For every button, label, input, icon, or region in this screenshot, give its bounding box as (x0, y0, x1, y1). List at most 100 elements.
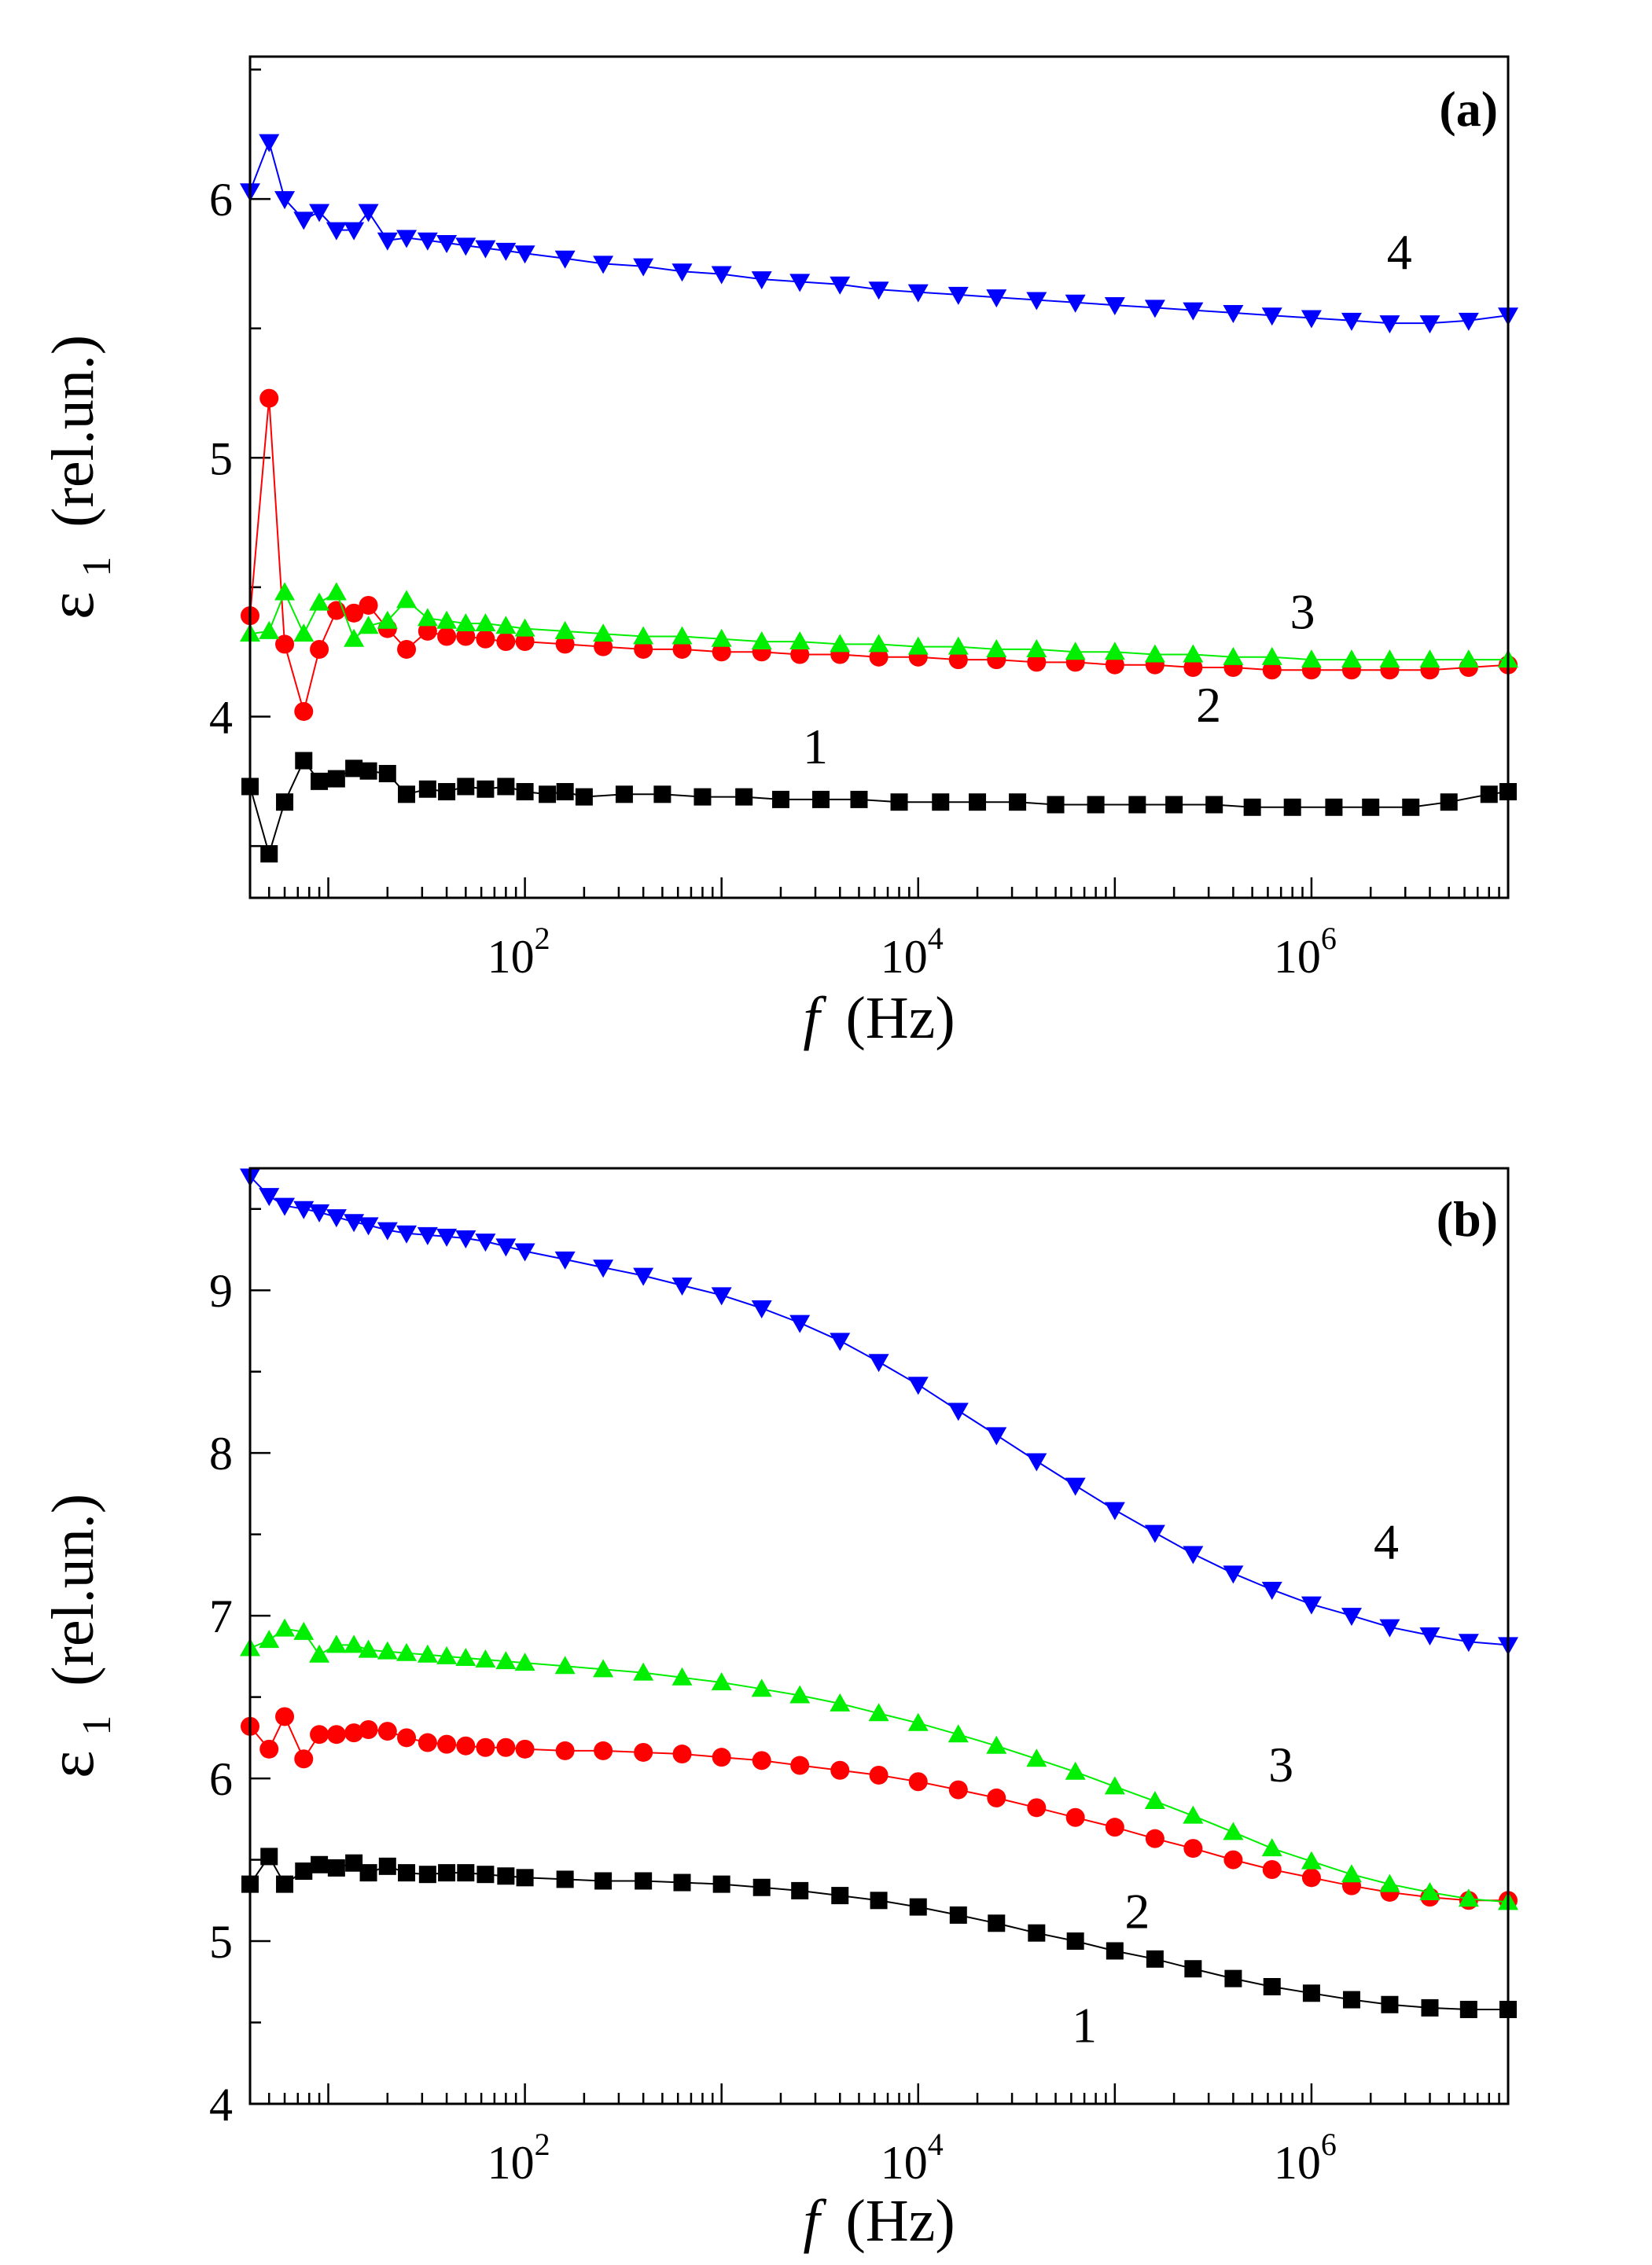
data-point (1106, 1942, 1124, 1960)
y-tick-label: 8 (209, 1428, 233, 1480)
data-point (358, 1217, 379, 1236)
data-point (1458, 649, 1479, 668)
x-tick-label: 102 (488, 921, 550, 983)
data-point (711, 1671, 732, 1690)
data-point (711, 628, 732, 647)
data-point (1104, 1502, 1125, 1520)
x-tick-label-exponent: 4 (928, 921, 944, 956)
data-point (594, 1741, 613, 1760)
data-point (274, 1618, 296, 1637)
data-point (476, 629, 495, 649)
data-point (495, 1651, 517, 1670)
data-point (293, 1201, 315, 1219)
data-point (293, 1621, 315, 1640)
data-point (671, 1667, 693, 1686)
data-point (1458, 1888, 1479, 1907)
data-point (556, 783, 574, 801)
data-point (948, 1780, 968, 1800)
data-point (831, 1887, 849, 1905)
data-point (326, 1209, 347, 1228)
series-layer-panel-b (240, 1168, 1518, 2018)
data-point (1105, 1818, 1124, 1837)
data-point (735, 788, 753, 806)
data-point (358, 616, 379, 634)
data-point (1144, 300, 1165, 318)
data-point (1480, 785, 1498, 803)
data-point (344, 628, 365, 647)
panel-label-b: (b) (1437, 1191, 1498, 1247)
data-point (870, 1892, 888, 1910)
data-point (1379, 649, 1400, 668)
data-point (986, 1427, 1007, 1446)
data-point (495, 1238, 517, 1257)
data-point (752, 1751, 771, 1770)
data-point (359, 1720, 378, 1739)
data-point (1065, 1761, 1086, 1780)
data-point (1283, 798, 1301, 816)
data-point (868, 281, 889, 300)
data-point (907, 1712, 929, 1731)
data-point (593, 1659, 614, 1678)
data-point (1261, 1582, 1282, 1601)
data-point (417, 1644, 438, 1663)
data-point (1458, 312, 1479, 331)
x-tick-label-exponent: 2 (535, 921, 550, 956)
data-point (712, 1748, 731, 1767)
data-point (1419, 649, 1440, 668)
data-point (947, 286, 969, 305)
x-tick-label: 102 (488, 2127, 550, 2189)
data-point (475, 1649, 496, 1668)
data-point (907, 636, 929, 655)
data-point (671, 263, 693, 282)
data-point (554, 620, 576, 639)
data-point (259, 134, 280, 153)
data-point (1165, 796, 1183, 814)
data-point (358, 1639, 379, 1658)
data-point (294, 1749, 314, 1769)
data-point (909, 1898, 927, 1916)
data-point (1223, 646, 1244, 665)
data-point (712, 642, 731, 662)
data-point (671, 626, 693, 645)
data-point (1342, 1991, 1360, 2009)
data-point (986, 1735, 1007, 1754)
data-point (830, 1333, 851, 1351)
data-point (947, 1724, 969, 1743)
data-point (495, 242, 517, 261)
data-point (514, 245, 535, 264)
series-1-panel-b (241, 1848, 1517, 2018)
data-point (417, 1226, 438, 1245)
data-point (344, 603, 364, 623)
data-point (455, 1647, 476, 1666)
data-point (326, 1725, 346, 1745)
data-point (516, 1869, 534, 1887)
x-tick-label-exponent: 2 (535, 2127, 550, 2162)
data-point (275, 1707, 295, 1726)
data-point (868, 1354, 889, 1373)
data-point (1302, 1984, 1320, 2002)
data-point (830, 1760, 850, 1780)
y-axis-label-unit: (rel.un.) (40, 335, 106, 528)
data-point (1144, 1524, 1165, 1543)
data-point (326, 222, 347, 241)
data-point (1183, 1805, 1204, 1824)
data-point (1065, 642, 1086, 660)
data-point (456, 627, 476, 646)
data-point (1065, 294, 1086, 313)
data-point (310, 639, 329, 659)
data-point (850, 790, 868, 808)
data-point (476, 780, 495, 798)
data-point (1065, 1807, 1085, 1827)
data-point (345, 759, 363, 778)
curve-labels-panel-a: 1 2 3 4 (803, 224, 1412, 774)
data-point (947, 1403, 969, 1421)
data-point (1458, 1634, 1479, 1653)
data-point (907, 284, 929, 303)
data-point (1223, 1850, 1243, 1870)
data-point (377, 610, 398, 629)
data-point (1009, 793, 1027, 811)
data-point (358, 204, 379, 222)
data-point (830, 634, 851, 653)
data-point (1144, 644, 1165, 663)
